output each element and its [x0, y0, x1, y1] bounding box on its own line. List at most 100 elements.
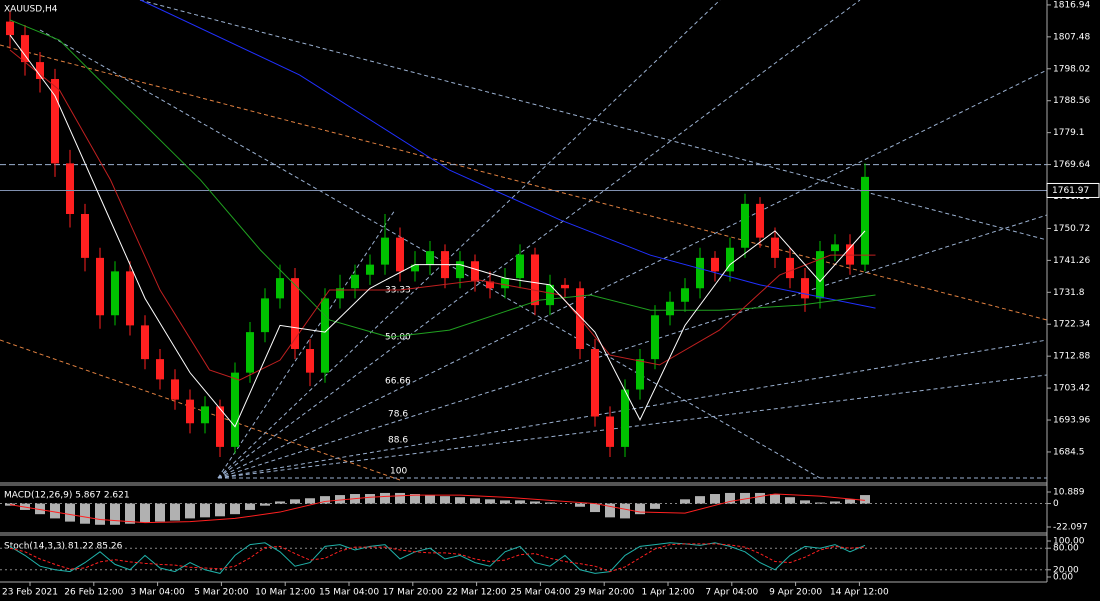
candle-body: [246, 332, 254, 373]
y-tick-label: 0.00: [1053, 572, 1073, 582]
candle-body: [321, 298, 329, 373]
histogram-bar: [500, 500, 510, 504]
indicator-line: [9, 34, 866, 428]
candle-body: [666, 301, 674, 316]
histogram-bar: [275, 501, 285, 504]
histogram-bar: [290, 499, 300, 504]
histogram-bar: [635, 503, 645, 515]
fib-label: 88.6: [388, 436, 408, 446]
histogram-bar: [860, 495, 870, 504]
panel-title: MACD(12,26,9) 5.867 2.621: [4, 491, 130, 501]
y-tick-label: 0: [1053, 499, 1059, 509]
histogram-bar: [395, 492, 405, 504]
candle-body: [801, 278, 809, 299]
candle-body: [36, 62, 44, 79]
candle-body: [471, 261, 479, 282]
fan-line: [217, 214, 1048, 479]
candle-body: [651, 315, 659, 360]
candle-body: [186, 399, 194, 424]
histogram-bar: [200, 503, 210, 518]
candle-body: [681, 288, 689, 302]
histogram-bar: [650, 503, 660, 509]
y-tick-label: 1731.8: [1053, 288, 1085, 298]
histogram-bar: [365, 494, 375, 504]
fan-line: [217, 209, 396, 479]
candle-body: [351, 274, 359, 289]
candle-body: [81, 213, 89, 258]
histogram-bar: [185, 503, 195, 519]
x-tick-label: 3 Mar 04:00: [130, 588, 185, 598]
histogram-bar: [710, 494, 720, 504]
indicator-line: [140, 0, 876, 309]
histogram-bar: [575, 503, 585, 507]
histogram-bar: [470, 498, 480, 504]
fib-label: 66.66: [385, 377, 411, 387]
frame: [0, 0, 1048, 583]
candle-body: [591, 349, 599, 417]
candle-body: [531, 254, 539, 306]
histogram-bar: [515, 500, 525, 504]
histogram-bar: [155, 503, 165, 522]
candle-body: [6, 21, 14, 36]
histogram-bar: [800, 500, 810, 504]
candle-body: [126, 271, 134, 326]
candle-body: [696, 257, 704, 289]
indicator-line: [9, 543, 866, 573]
histogram-bar: [170, 503, 180, 521]
histogram-bar: [785, 497, 795, 504]
x-tick-label: 14 Apr 12:00: [830, 588, 889, 598]
histogram-bar: [845, 499, 855, 504]
candle-body: [726, 247, 734, 272]
candle-body: [171, 379, 179, 400]
histogram-bar: [320, 496, 330, 504]
candle-body: [306, 349, 314, 373]
x-tick-label: 5 Mar 20:00: [194, 588, 249, 598]
y-tick-label: 1722.34: [1053, 320, 1090, 330]
histogram-bar: [770, 494, 780, 504]
y-tick-label: 1779.1: [1053, 128, 1085, 138]
panel-title: Stoch(14,3,3) 81.22 85.26: [4, 542, 123, 552]
drawings: [0, 0, 1048, 481]
y-tick-label: 1798.02: [1053, 64, 1090, 74]
x-tick-label: 26 Feb 12:00: [64, 588, 123, 598]
histogram-bar: [305, 498, 315, 504]
candle-body: [411, 264, 419, 272]
histogram-bar: [65, 503, 75, 522]
histogram-bar: [530, 501, 540, 504]
trend-line: [0, 339, 401, 481]
candle-body: [711, 257, 719, 272]
y-tick-label: 1684.5: [1053, 447, 1085, 457]
candle-body: [141, 325, 149, 360]
fib-labels: 33.33 50.00 66.66 78.6 88.6 100: [385, 286, 411, 477]
histogram-bar: [830, 501, 840, 504]
fan-line: [217, 339, 1048, 479]
histogram-bar: [590, 503, 600, 513]
histogram-bar: [485, 499, 495, 504]
candle-body: [51, 78, 59, 164]
candle-body: [786, 257, 794, 279]
histogram-bar: [815, 502, 825, 504]
candle-body: [516, 254, 524, 279]
x-tick-label: 15 Mar 04:00: [319, 588, 379, 598]
candle-body: [861, 176, 869, 265]
indicator-line: [9, 19, 876, 338]
candle-body: [291, 278, 299, 350]
y-tick-label: 80.00: [1053, 544, 1079, 554]
fib-label: 50.00: [385, 333, 411, 343]
y-tick-label: 1816.94: [1053, 0, 1090, 10]
candle-body: [231, 372, 239, 447]
histogram-bar: [440, 496, 450, 504]
candle-body: [831, 244, 839, 252]
candle-body: [201, 406, 209, 424]
candle-body: [276, 278, 284, 299]
x-tick-label: 17 Mar 20:00: [383, 588, 443, 598]
histogram-bar: [215, 503, 225, 517]
x-tick-label: 25 Mar 04:00: [510, 588, 570, 598]
histogram-bar: [245, 503, 255, 510]
trend-line: [0, 44, 1048, 321]
fan-line: [217, 374, 1048, 479]
candle-body: [621, 389, 629, 447]
x-tick-label: 9 Apr 20:00: [769, 588, 822, 598]
x-tick-label: 23 Feb 2021: [2, 588, 58, 598]
